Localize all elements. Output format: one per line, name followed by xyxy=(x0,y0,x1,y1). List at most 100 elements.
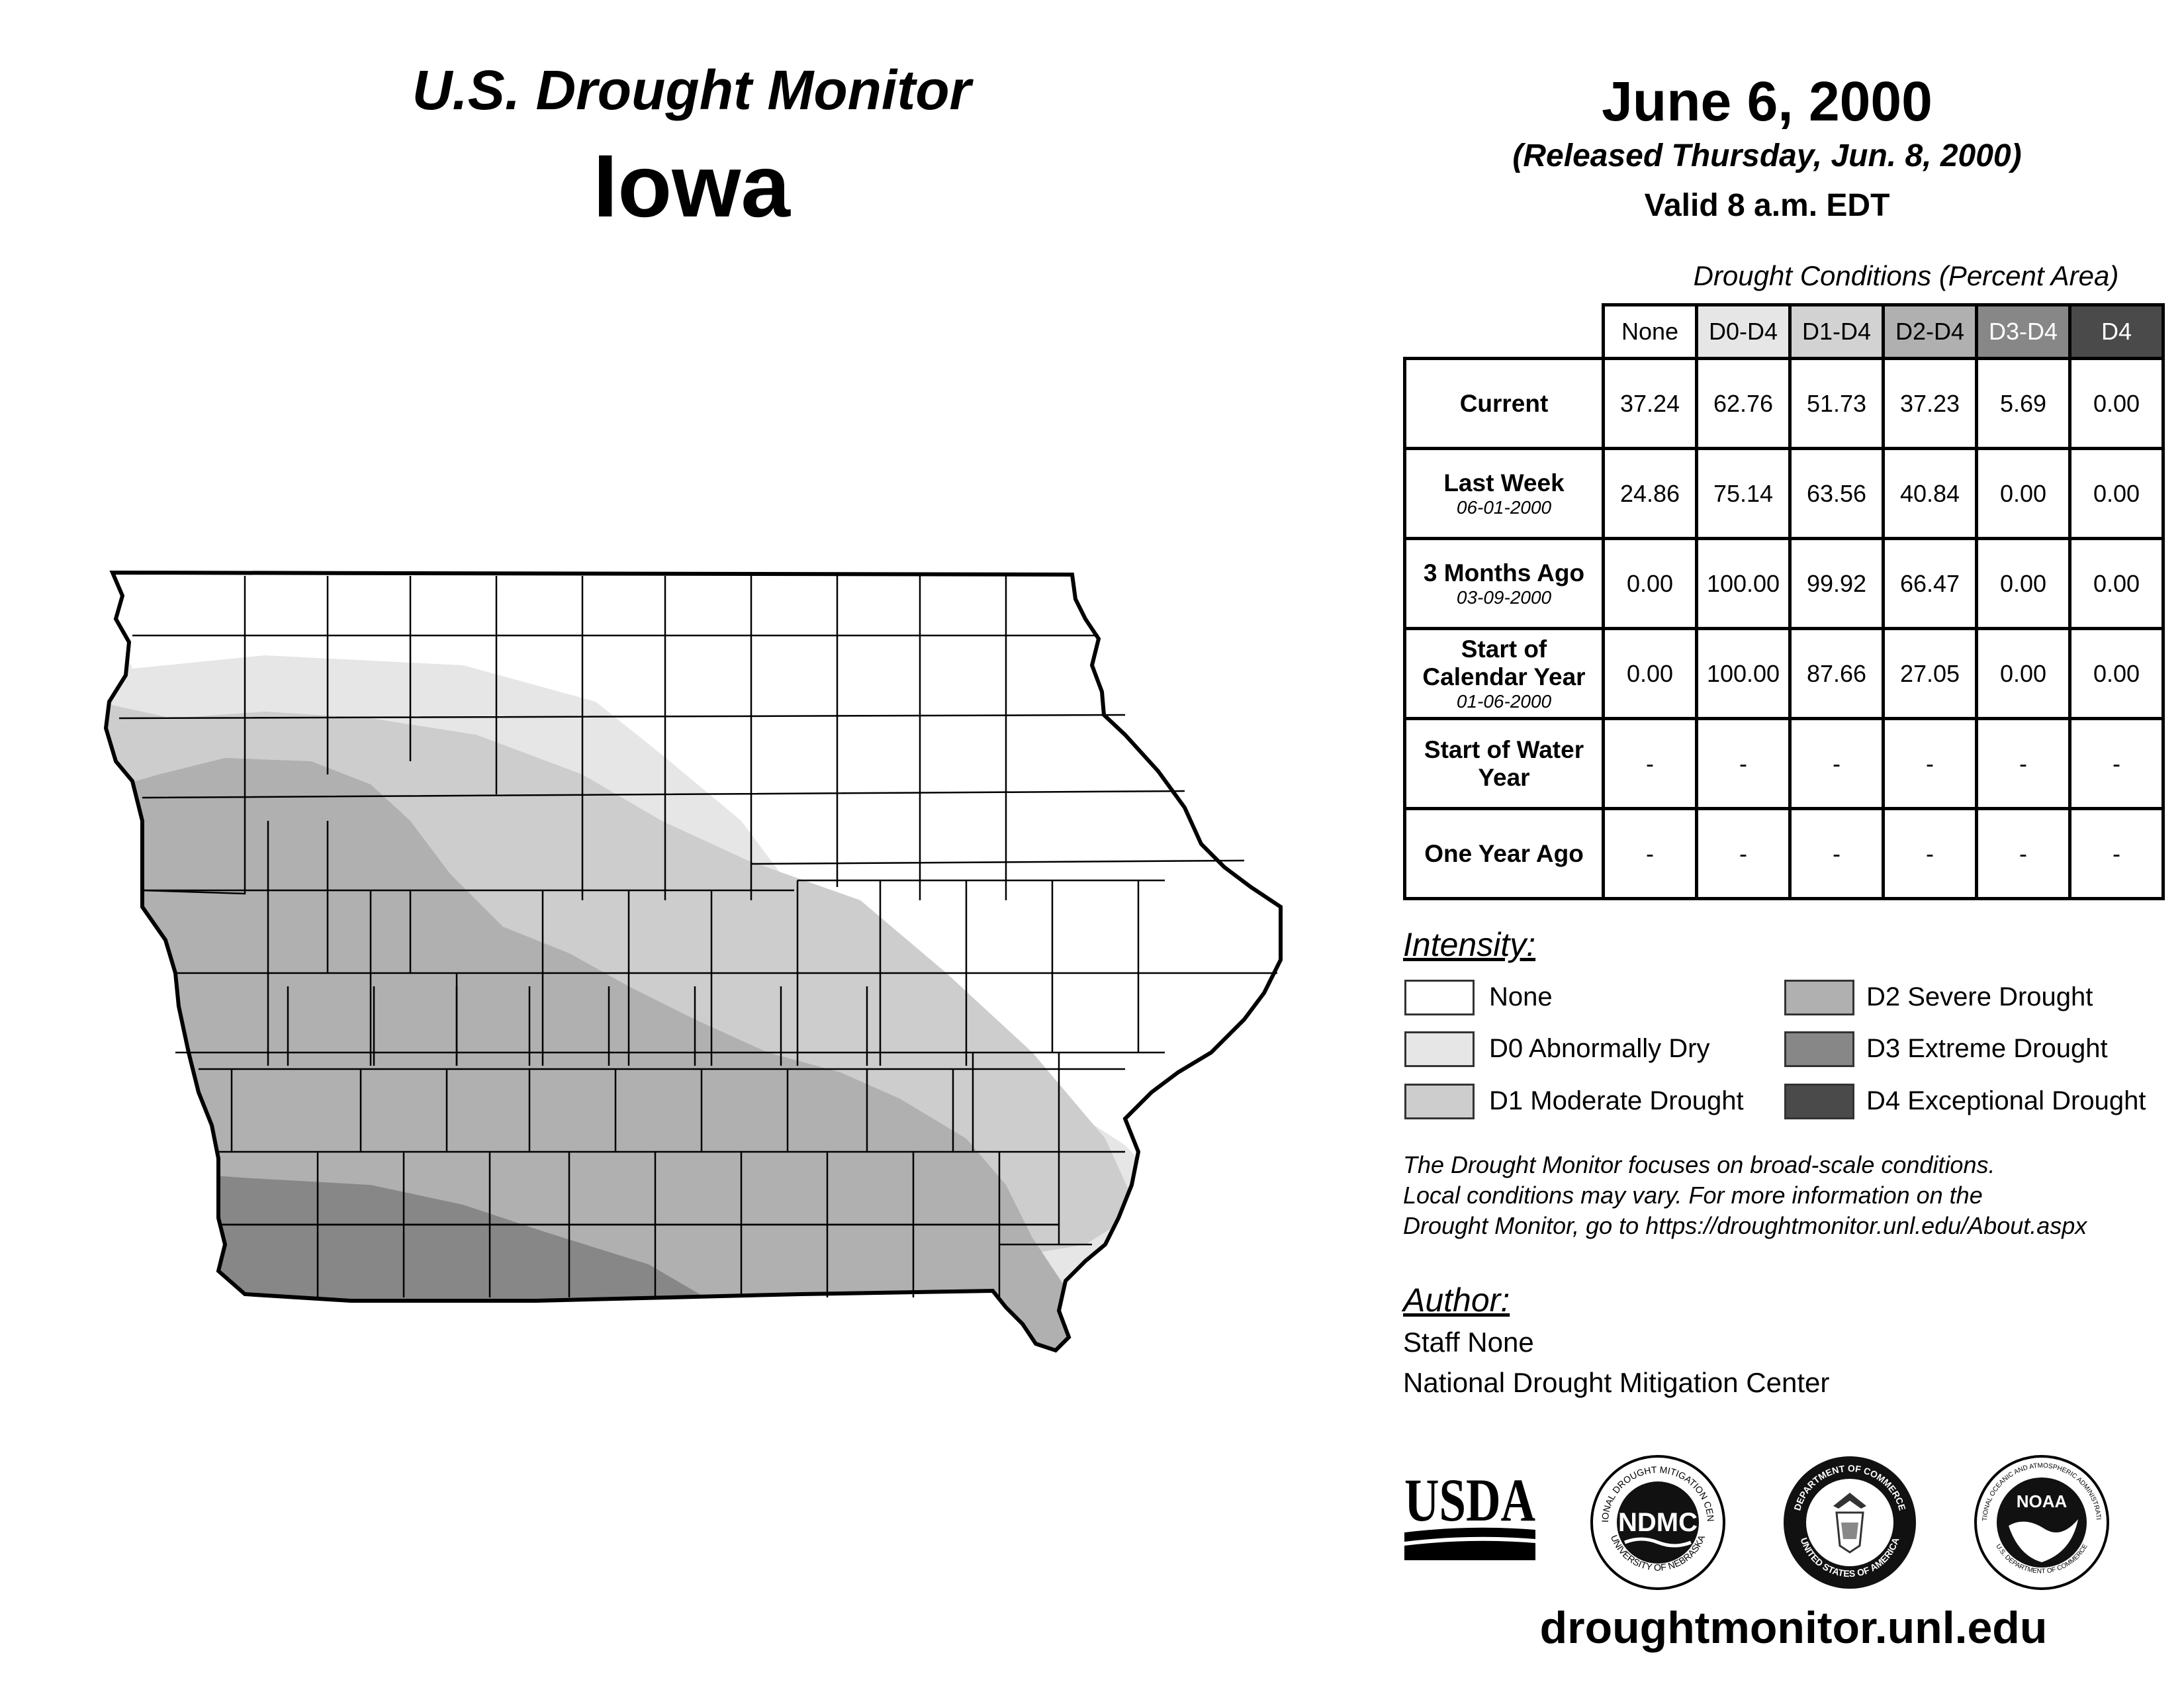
table-cell: 0.00 xyxy=(2068,627,2165,720)
doc-seal-logo: DEPARTMENT OF COMMERCE UNITED STATES OF … xyxy=(1784,1456,1916,1589)
row-label: Last Week xyxy=(1443,469,1565,496)
table-cell: 27.05 xyxy=(1882,627,1978,720)
table-row: Last Week 06-01-2000 24.86 75.14 63.56 40… xyxy=(1403,447,2165,540)
table-cell: 66.47 xyxy=(1882,537,1978,630)
table-cell: 75.14 xyxy=(1695,447,1792,540)
table-cell: 51.73 xyxy=(1788,357,1885,450)
table-cell: 0.00 xyxy=(1602,537,1698,630)
legend-swatch-d4 xyxy=(1784,1084,1854,1119)
legend-label-d3: D3 Extreme Drought xyxy=(1866,1034,2108,1063)
table-cell: - xyxy=(1788,717,1885,810)
table-cell: - xyxy=(1602,807,1698,900)
row-label: One Year Ago xyxy=(1424,839,1584,867)
table-cell: 5.69 xyxy=(1975,357,2071,450)
note-line: The Drought Monitor focuses on broad-sca… xyxy=(1403,1151,1995,1178)
table-cell: 0.00 xyxy=(1975,447,2071,540)
legend-swatch-d0 xyxy=(1404,1031,1475,1067)
ndmc-disc xyxy=(1617,1481,1699,1564)
row-label: 3 Months Ago xyxy=(1423,559,1585,586)
table-cell: 63.56 xyxy=(1788,447,1885,540)
table-row: Start of Calendar Year 01-06-2000 0.00 10… xyxy=(1403,627,2165,720)
legend-label-d0: D0 Abnormally Dry xyxy=(1489,1034,1710,1063)
table-cell: 87.66 xyxy=(1788,627,1885,720)
legend-label-d2: D2 Severe Drought xyxy=(1866,982,2093,1011)
legend-label-d4: D4 Exceptional Drought xyxy=(1866,1086,2146,1115)
col-d4: D4 xyxy=(2068,303,2165,360)
legend-title: Intensity: xyxy=(1403,926,1536,963)
legend-swatch-d3 xyxy=(1784,1031,1854,1067)
ndmc-wave xyxy=(1624,1537,1692,1548)
note-line: Local conditions may vary. For more info… xyxy=(1403,1182,1983,1209)
table-cell: 0.00 xyxy=(1975,537,2071,630)
noaa-text: NOAA xyxy=(2017,1491,2068,1511)
state-title: Iowa xyxy=(593,137,790,236)
col-d2-d4: D2-D4 xyxy=(1882,303,1978,360)
row-label: Start of Water Year xyxy=(1424,735,1584,791)
row-label-one-year-ago: One Year Ago xyxy=(1403,807,1605,900)
legend-label-none: None xyxy=(1489,982,1553,1011)
table-cell: 100.00 xyxy=(1695,537,1792,630)
legend-swatch-d1 xyxy=(1404,1084,1475,1119)
author-org: National Drought Mitigation Center xyxy=(1403,1367,1830,1398)
table-cell: - xyxy=(1788,807,1885,900)
usda-swoosh xyxy=(1404,1527,1535,1542)
table-cell: 0.00 xyxy=(2068,447,2165,540)
col-d1-d4: D1-D4 xyxy=(1788,303,1885,360)
valid-time: Valid 8 a.m. EDT xyxy=(1644,188,1890,223)
row-date: 06-01-2000 xyxy=(1456,496,1552,518)
col-none: None xyxy=(1602,303,1698,360)
row-label-start-water-year: Start of Water Year xyxy=(1403,717,1605,810)
table-cell: - xyxy=(2068,807,2165,900)
table-row: Start of Water Year - - - - - - xyxy=(1403,717,2165,810)
table-cell: 0.00 xyxy=(2068,357,2165,450)
row-label: Current xyxy=(1459,389,1549,417)
table-row: One Year Ago - - - - - - xyxy=(1403,807,2165,900)
row-label-last-week: Last Week 06-01-2000 xyxy=(1403,447,1605,540)
legend-swatch-d2 xyxy=(1784,980,1854,1015)
noaa-bird-icon xyxy=(2009,1519,2078,1562)
table-row: 3 Months Ago 03-09-2000 0.00 100.00 99.92… xyxy=(1403,537,2165,630)
usda-logo: USDA xyxy=(1404,1466,1535,1560)
legend-swatch-none xyxy=(1404,980,1475,1015)
row-label-3-months-ago: 3 Months Ago 03-09-2000 xyxy=(1403,537,1605,630)
author-title: Author: xyxy=(1403,1282,1510,1319)
table-cell: - xyxy=(1602,717,1698,810)
row-date: 01-06-2000 xyxy=(1456,690,1552,712)
eagle-icon xyxy=(1833,1493,1866,1509)
ship-icon xyxy=(1841,1523,1858,1539)
author-name: Staff None xyxy=(1403,1327,1534,1358)
table-cell: 0.00 xyxy=(1975,627,2071,720)
table-caption: Drought Conditions (Percent Area) xyxy=(1693,260,2119,291)
table-cell: - xyxy=(1882,807,1978,900)
usda-logo-text: USDA xyxy=(1404,1466,1535,1534)
table-cell: - xyxy=(1695,807,1792,900)
table-header-row: None D0-D4 D1-D4 D2-D4 D3-D4 D4 xyxy=(1405,303,2165,360)
table-cell: - xyxy=(1882,717,1978,810)
noaa-logo: NATIONAL OCEANIC AND ATMOSPHERIC ADMINIS… xyxy=(1972,1453,2109,1590)
release-date: (Released Thursday, Jun. 8, 2000) xyxy=(1512,138,2022,173)
disclaimer-note: The Drought Monitor focuses on broad-sca… xyxy=(1403,1150,2164,1241)
note-line: Drought Monitor, go to https://droughtmo… xyxy=(1403,1212,2087,1239)
table-cell: 62.76 xyxy=(1695,357,1792,450)
table-row: Current 37.24 62.76 51.73 37.23 5.69 0.0… xyxy=(1403,357,2165,450)
col-d3-d4: D3-D4 xyxy=(1975,303,2071,360)
table-cell: 0.00 xyxy=(1602,627,1698,720)
table-cell: 99.92 xyxy=(1788,537,1885,630)
drought-conditions-table: None D0-D4 D1-D4 D2-D4 D3-D4 D4 Current … xyxy=(1403,303,2165,900)
table-corner xyxy=(1405,305,1604,359)
iowa-state-outline xyxy=(103,570,1283,1353)
map-date: June 6, 2000 xyxy=(1602,70,1933,132)
table-cell: - xyxy=(1975,807,2071,900)
usda-base xyxy=(1404,1540,1535,1560)
legend-label-d1: D1 Moderate Drought xyxy=(1489,1086,1744,1115)
map-subtitle: U.S. Drought Monitor xyxy=(412,59,972,121)
website-url[interactable]: droughtmonitor.unl.edu xyxy=(1539,1603,2048,1653)
ndmc-text: NDMC xyxy=(1618,1508,1698,1537)
table-cell: 100.00 xyxy=(1695,627,1792,720)
row-date: 03-09-2000 xyxy=(1456,586,1552,608)
table-cell: 37.23 xyxy=(1882,357,1978,450)
table-cell: 40.84 xyxy=(1882,447,1978,540)
table-cell: 37.24 xyxy=(1602,357,1698,450)
table-cell: 0.00 xyxy=(2068,537,2165,630)
col-d0-d4: D0-D4 xyxy=(1695,303,1792,360)
